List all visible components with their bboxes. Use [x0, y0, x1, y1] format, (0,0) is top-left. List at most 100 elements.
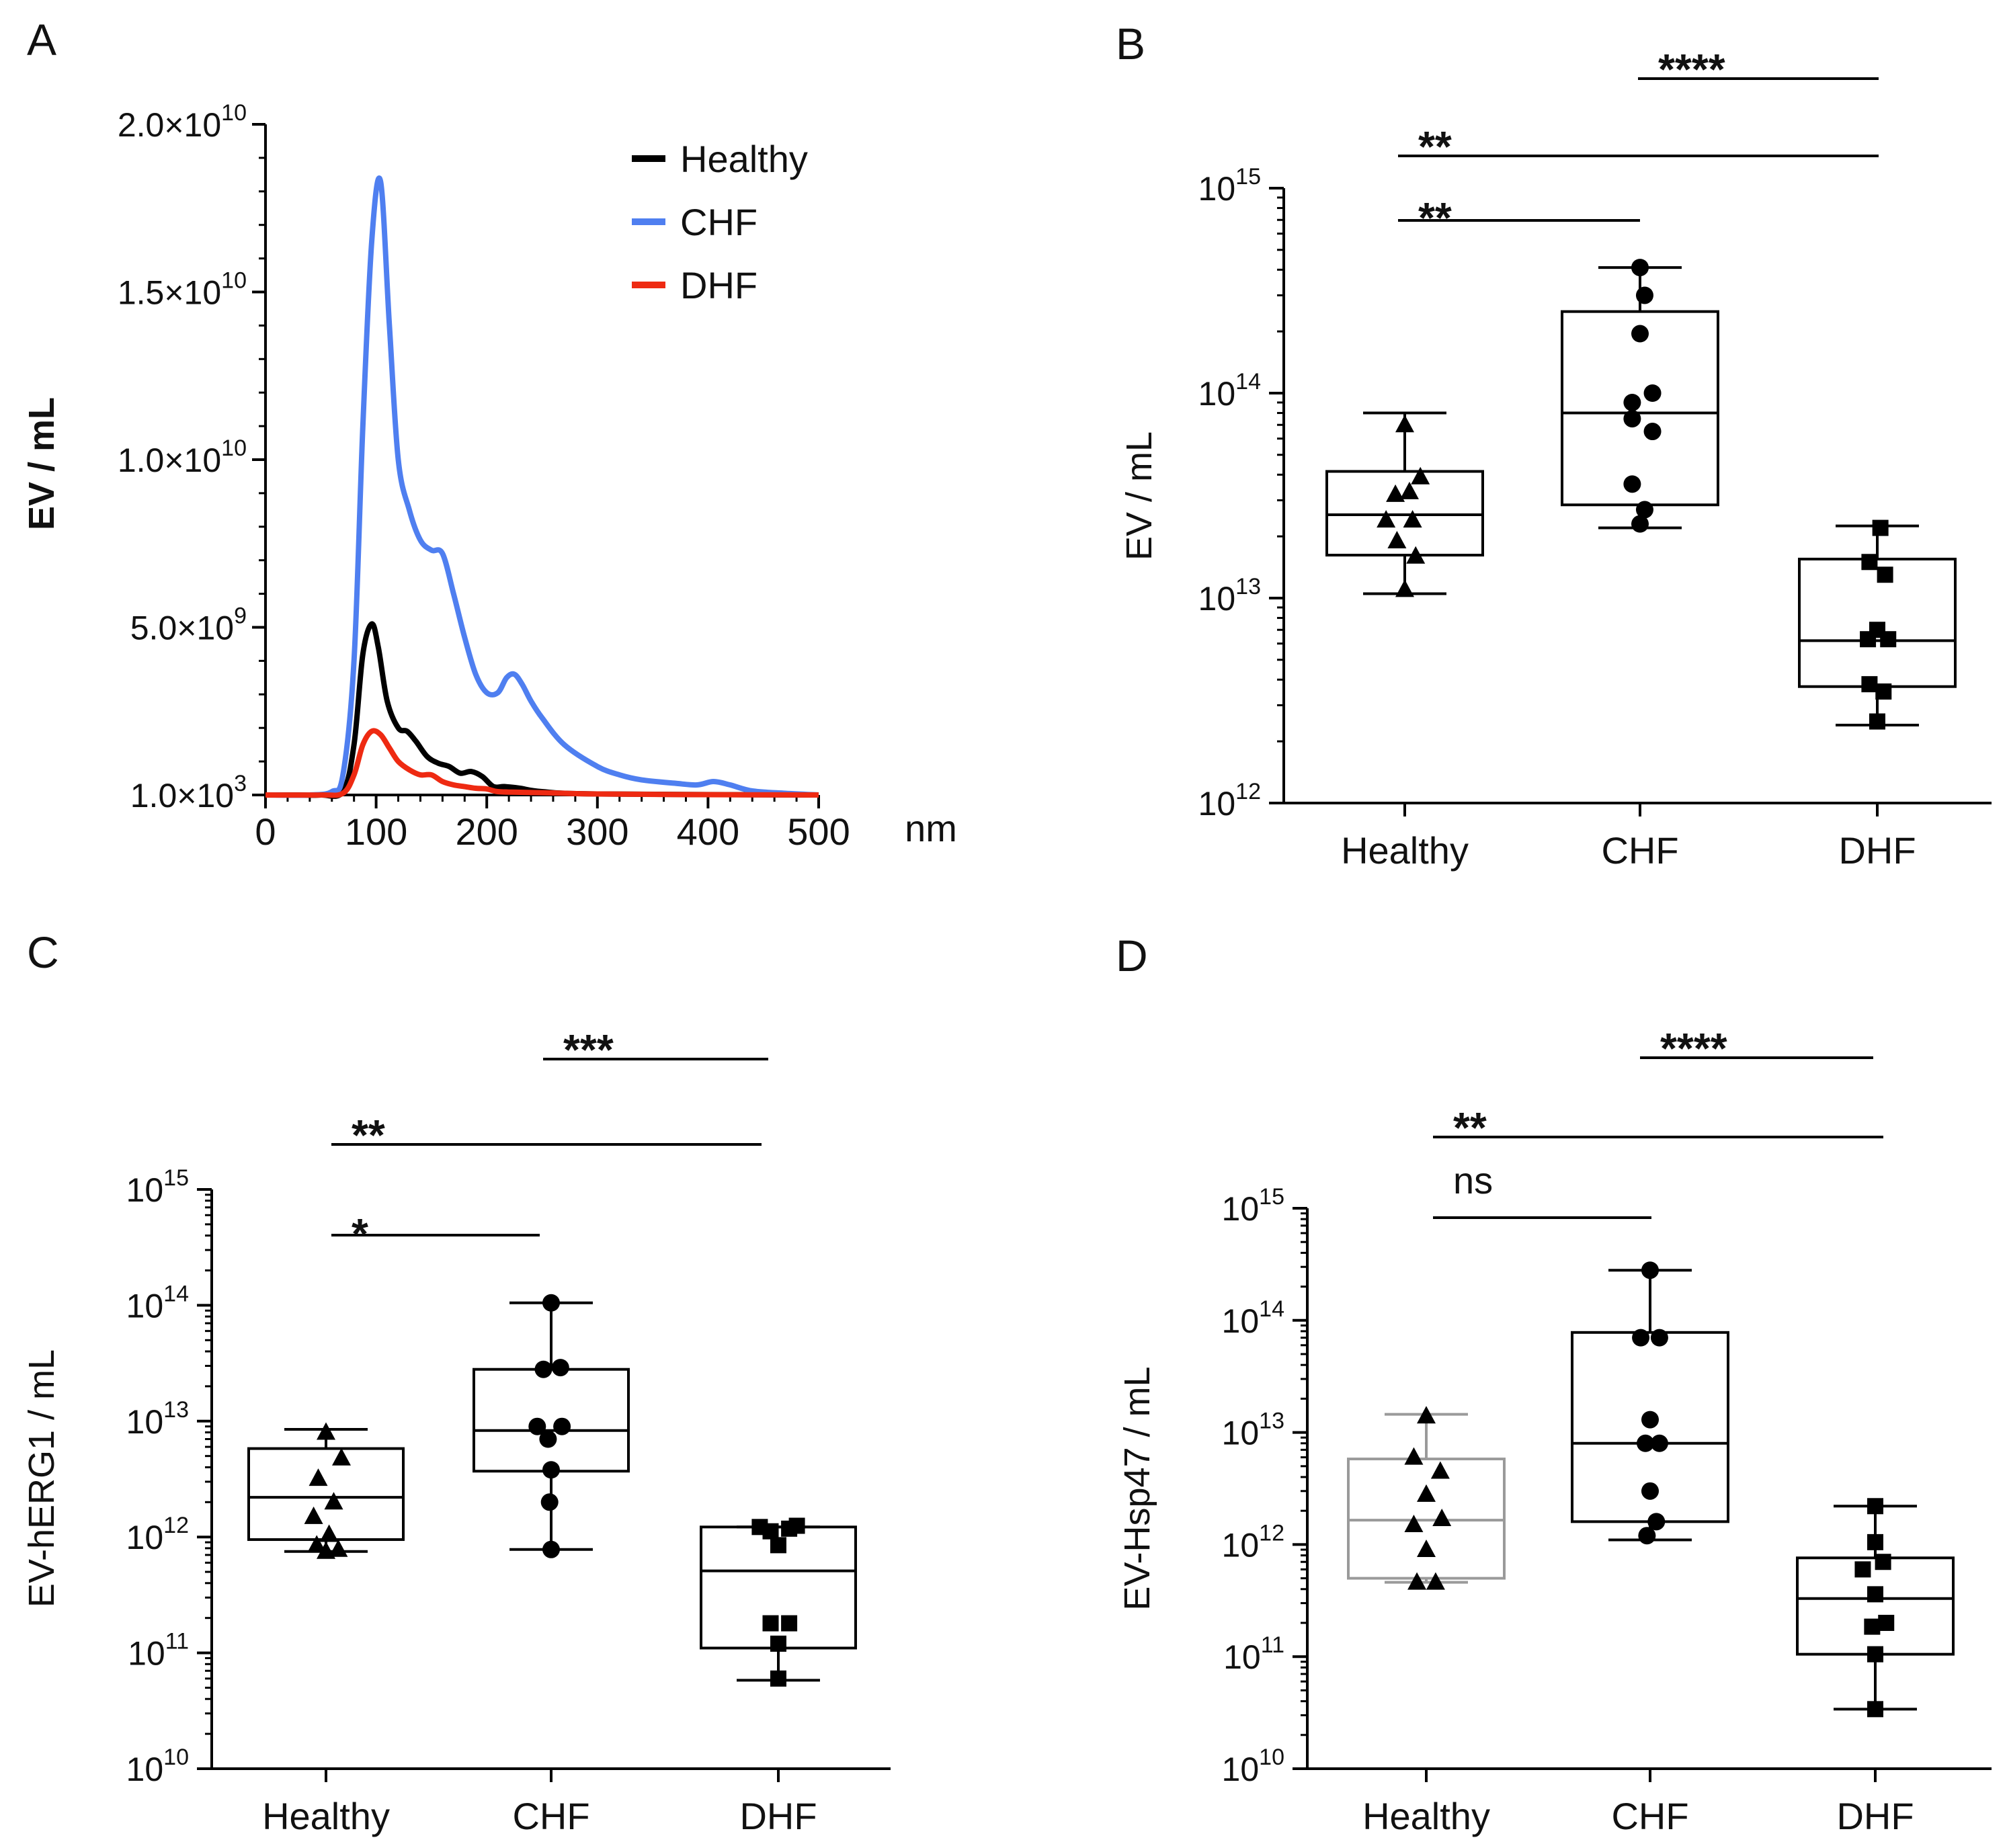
box-group-chf — [473, 1294, 630, 1558]
tick-exponent: 15 — [1259, 1184, 1284, 1210]
series-line-chf — [265, 175, 819, 798]
data-point — [1641, 1261, 1659, 1279]
x-tick-label: Healthy — [1362, 1795, 1490, 1837]
panel-label-c: C — [27, 927, 59, 977]
data-point — [1623, 410, 1641, 428]
tick-exponent: 10 — [1259, 1745, 1284, 1770]
tick-base: 10 — [1198, 375, 1236, 413]
y-tick-label: 1014 — [1198, 369, 1261, 413]
data-point — [1641, 1411, 1659, 1429]
tick-exponent: 13 — [1235, 574, 1261, 599]
data-point — [1417, 1406, 1436, 1424]
significance-label: ** — [1418, 194, 1452, 242]
tick-exponent: 12 — [163, 1513, 189, 1538]
box-group-chf — [1571, 1261, 1729, 1545]
y-axis-label: EV / mL — [1119, 431, 1159, 560]
box-group-chf — [1561, 259, 1719, 533]
data-point — [1631, 515, 1649, 533]
y-tick-label: 1015 — [1198, 164, 1261, 208]
data-point — [1869, 713, 1885, 730]
x-tick-label: 200 — [455, 810, 518, 853]
tick-base: 10 — [128, 1635, 165, 1673]
data-point — [1878, 1614, 1895, 1631]
y-tick-label: 5.0×109 — [130, 603, 247, 647]
y-tick-label: 1013 — [1222, 1409, 1284, 1452]
y-tick-label: 1010 — [1222, 1745, 1284, 1788]
y-axis-label: EV-Hsp47 / mL — [1117, 1366, 1157, 1610]
box-group-healthy — [1325, 411, 1484, 597]
data-point — [1377, 510, 1396, 528]
data-point — [1623, 393, 1641, 411]
x-tick-label: 0 — [255, 810, 276, 853]
x-tick-label: Healthy — [1341, 829, 1469, 872]
data-point — [1650, 1329, 1668, 1347]
data-point — [1403, 510, 1422, 528]
y-axis-label: EV / mL — [22, 397, 62, 530]
data-point — [1399, 481, 1419, 499]
tick-exponent: 15 — [1235, 164, 1261, 190]
data-point — [1864, 1618, 1881, 1635]
data-point — [1875, 1554, 1891, 1570]
tick-exponent: 13 — [163, 1397, 189, 1423]
data-point — [1406, 546, 1426, 564]
data-point — [1417, 1484, 1436, 1502]
data-point — [1404, 1447, 1424, 1465]
tick-exponent: 10 — [221, 435, 247, 461]
tick-base: 10 — [126, 1751, 164, 1788]
data-point — [542, 1294, 560, 1312]
significance-label: **** — [1658, 45, 1725, 93]
data-point — [317, 1541, 335, 1559]
tick-base: 10 — [1222, 1751, 1260, 1788]
x-tick-label: DHF — [1836, 1795, 1914, 1837]
data-point — [762, 1615, 779, 1632]
x-tick-label: 500 — [787, 810, 850, 853]
legend-entry: Healthy — [680, 138, 808, 180]
y-tick-label: 1014 — [126, 1281, 189, 1325]
legend-entry: DHF — [680, 264, 757, 306]
significance-label: ** — [352, 1111, 385, 1159]
tick-exponent: 15 — [163, 1165, 189, 1191]
data-point — [307, 1535, 327, 1553]
tick-exponent: 9 — [234, 603, 247, 629]
tick-base: 10 — [126, 1287, 164, 1325]
data-point — [1861, 676, 1878, 693]
data-point — [1623, 475, 1641, 493]
y-tick-label: 1013 — [126, 1397, 189, 1441]
data-point — [1647, 1513, 1666, 1531]
data-point — [1867, 1534, 1883, 1550]
data-point — [1641, 1482, 1659, 1500]
data-point — [1861, 554, 1878, 571]
y-tick-label: 1010 — [126, 1745, 189, 1788]
data-point — [1854, 1561, 1871, 1578]
data-point — [1650, 1434, 1668, 1452]
tick-exponent: 3 — [234, 771, 247, 796]
panel-label-b: B — [1116, 19, 1145, 69]
tick-base: 1.5×10 — [118, 274, 221, 312]
data-point — [1637, 1434, 1655, 1452]
data-point — [781, 1615, 798, 1632]
significance-label: * — [352, 1210, 368, 1258]
data-point — [1417, 1540, 1436, 1558]
tick-base: 10 — [1222, 1302, 1260, 1340]
legend-entry: CHF — [680, 201, 757, 243]
tick-base: 10 — [1198, 580, 1236, 618]
box-iqr — [1347, 1458, 1506, 1580]
x-tick-label: 400 — [677, 810, 739, 853]
tick-base: 10 — [126, 1403, 164, 1441]
x-tick-label: CHF — [1601, 829, 1678, 872]
y-tick-label: 2.0×1010 — [118, 100, 247, 144]
data-point — [1631, 259, 1649, 277]
tick-base: 10 — [1222, 1190, 1260, 1228]
data-point — [1395, 415, 1414, 433]
data-point — [1643, 423, 1662, 441]
tick-exponent: 12 — [1259, 1520, 1284, 1546]
panel-label-d: D — [1116, 931, 1148, 980]
data-point — [1635, 286, 1653, 304]
y-tick-label: 1.0×103 — [130, 771, 247, 814]
data-point — [304, 1506, 323, 1524]
y-tick-label: 1015 — [126, 1165, 189, 1209]
data-point — [770, 1537, 786, 1554]
